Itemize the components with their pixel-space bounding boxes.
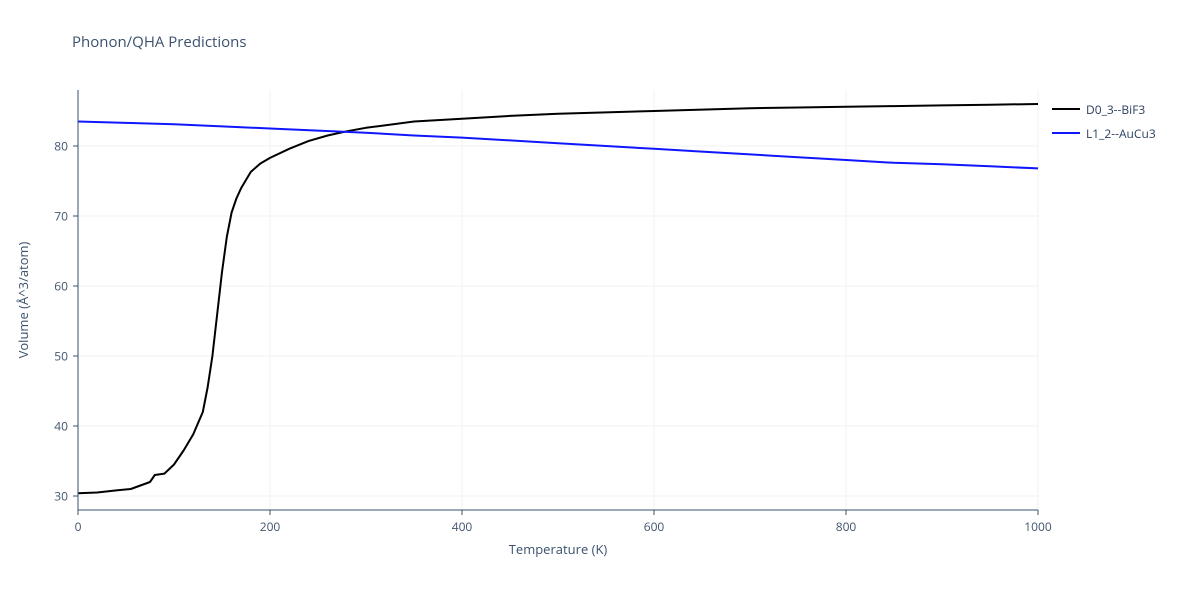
- x-tick-label: 800: [836, 518, 857, 535]
- x-tick-label: 600: [644, 518, 665, 535]
- series-line[interactable]: [78, 122, 1038, 169]
- x-tick-label: 200: [260, 518, 281, 535]
- y-tick-label: 40: [54, 418, 68, 435]
- chart-container: Phonon/QHA Predictions 0 200 400 600 800 1000…: [0, 0, 1200, 600]
- y-tick-label: 60: [54, 278, 68, 295]
- legend: D0_3--BiF3 L1_2--AuCu3: [1052, 100, 1156, 148]
- x-tick-label: 1000: [1024, 518, 1051, 535]
- x-tick-label: 0: [75, 518, 82, 535]
- y-tick-label: 30: [54, 488, 68, 505]
- legend-swatch: [1052, 132, 1080, 134]
- y-tick-label: 50: [54, 348, 68, 365]
- y-axis-label: Volume (Å^3/atom): [14, 90, 34, 510]
- legend-item[interactable]: L1_2--AuCu3: [1052, 124, 1156, 142]
- plot-area: [78, 90, 1038, 510]
- x-tick-label: 400: [452, 518, 473, 535]
- legend-label: D0_3--BiF3: [1086, 101, 1145, 118]
- legend-swatch: [1052, 108, 1080, 110]
- x-axis-label: Temperature (K): [78, 540, 1038, 558]
- legend-label: L1_2--AuCu3: [1086, 125, 1156, 142]
- y-tick-label: 70: [54, 208, 68, 225]
- chart-title: Phonon/QHA Predictions: [72, 32, 247, 52]
- plot-svg: [78, 90, 1038, 510]
- legend-item[interactable]: D0_3--BiF3: [1052, 100, 1156, 118]
- y-tick-label: 80: [54, 138, 68, 155]
